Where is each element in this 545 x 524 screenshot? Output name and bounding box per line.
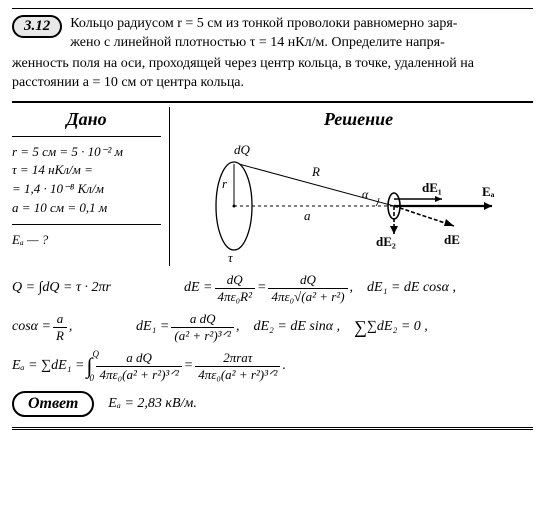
Ea-label: Eₐ xyxy=(482,184,495,199)
answer-row: Ответ Eₐ = 2,83 кВ/м. xyxy=(12,391,533,417)
diagram-svg: dQ r R α a τ dE₁ dE₂ dE Eₐ xyxy=(184,136,514,266)
frac-Ea2-den: 4πε₀(a² + r²)³ᐟ² xyxy=(195,366,280,383)
given-title-rule xyxy=(12,136,161,137)
answer-value: Eₐ = 2,83 кВ/м. xyxy=(108,396,197,412)
problem-line4: расстоянии a = 10 см от центра кольца. xyxy=(12,74,533,93)
alpha-label: α xyxy=(362,187,369,201)
solution-column: Решение xyxy=(170,107,533,266)
frac-dE2: dQ 4πε₀√(a² + r²) xyxy=(268,272,347,305)
section-separator xyxy=(12,101,533,103)
problem-number-badge: 3.12 xyxy=(12,15,62,38)
eq-cos: cosα = a R , xyxy=(12,311,122,344)
frac-dE1: dQ 4πε₀R² xyxy=(215,272,256,305)
eq-Ea-lhs: Eₐ = ∑dE₁ = xyxy=(12,358,84,374)
problem-line3: женность поля на оси, проходящей через ц… xyxy=(12,55,533,74)
a-label: a xyxy=(304,208,311,223)
top-rule xyxy=(12,8,533,9)
frac-cos: a R xyxy=(53,311,67,344)
frac-dE1b: a dQ (a² + r²)³ᐟ² xyxy=(171,311,234,344)
frac-Ea2: 2πraτ 4πε₀(a² + r²)³ᐟ² xyxy=(195,350,280,383)
problem-line1: Кольцо радиусом r = 5 см из тонкой прово… xyxy=(70,15,457,34)
frac-cos-num: a xyxy=(54,311,67,327)
problem-line2: жено с линейной плотностью τ = 14 нКл/м.… xyxy=(70,34,457,53)
diagram: dQ r R α a τ dE₁ dE₂ dE Eₐ xyxy=(184,136,533,266)
eq-sumdE2-text: ∑dE₂ = 0 , xyxy=(353,319,428,335)
r-label: r xyxy=(222,176,228,191)
problem-block: 3.12 Кольцо радиусом r = 5 см из тонкой … xyxy=(12,15,533,53)
frac-dE1-den: 4πε₀R² xyxy=(215,288,256,305)
dE-arrowhead xyxy=(444,219,454,226)
Ea-arrowhead xyxy=(484,202,492,210)
integral-icon: ∫0Q xyxy=(86,353,92,379)
columns: Дано r = 5 см = 5 · 10⁻² м τ = 14 нКл/м … xyxy=(12,107,533,266)
frac-dE2-den: 4πε₀√(a² + r²) xyxy=(268,288,347,305)
given-l4: a = 10 см = 0,1 м xyxy=(12,199,161,218)
given-find: Eₐ — ? xyxy=(12,231,161,250)
problem-text-head: Кольцо радиусом r = 5 см из тонкой прово… xyxy=(70,15,457,53)
given-column: Дано r = 5 см = 5 · 10⁻² м τ = 14 нКл/м … xyxy=(12,107,170,266)
eq-sumdE2: ∑∑dE₂ = 0 , xyxy=(354,317,428,338)
dE2-arrowhead xyxy=(390,226,398,234)
frac-cos-den: R xyxy=(53,327,67,344)
eq-cos-lhs: cosα = xyxy=(12,319,51,335)
frac-dE1b-den: (a² + r²)³ᐟ² xyxy=(171,327,234,344)
eq-row-1: Q = ∫dQ = τ · 2πr dE = dQ 4πε₀R² = dQ 4π… xyxy=(12,272,533,305)
eq-dE1b: dE₁ = a dQ (a² + r²)³ᐟ² , xyxy=(136,311,239,344)
dE-label: dE xyxy=(444,232,460,247)
frac-dE2-num: dQ xyxy=(297,272,319,288)
frac-Ea1: a dQ 4πε₀(a² + r²)³ᐟ² xyxy=(96,350,181,383)
given-l1: r = 5 см = 5 · 10⁻² м xyxy=(12,143,161,162)
answer-badge: Ответ xyxy=(12,391,94,417)
eq-row-2: cosα = a R , dE₁ = a dQ (a² + r²)³ᐟ² , d… xyxy=(12,311,533,344)
bottom-rule xyxy=(12,427,533,430)
eq-dE1: dE₁ = dE cosα , xyxy=(367,280,456,296)
eq-Q: Q = ∫dQ = τ · 2πr xyxy=(12,280,170,296)
solution-title: Решение xyxy=(184,109,533,130)
frac-Ea2-num: 2πraτ xyxy=(220,350,255,366)
dE2-label: dE₂ xyxy=(376,234,396,249)
R-label: R xyxy=(311,164,320,179)
dQ-label: dQ xyxy=(234,142,251,157)
given-l2: τ = 14 нКл/м = xyxy=(12,161,161,180)
eq-row-3: Eₐ = ∑dE₁ = ∫0Q a dQ 4πε₀(a² + r²)³ᐟ² = … xyxy=(12,350,533,383)
given-divider xyxy=(12,224,161,225)
given-title: Дано xyxy=(12,109,161,130)
eq-dE2: dE₂ = dE sinα , xyxy=(253,319,340,335)
eq-dE-lhs: dE = xyxy=(184,280,213,296)
frac-Ea1-den: 4πε₀(a² + r²)³ᐟ² xyxy=(96,366,181,383)
eq-Ea: Eₐ = ∑dE₁ = ∫0Q a dQ 4πε₀(a² + r²)³ᐟ² = … xyxy=(12,350,286,383)
eq-dE1b-lhs: dE₁ = xyxy=(136,319,169,335)
frac-dE1b-num: a dQ xyxy=(187,311,219,327)
tau-label: τ xyxy=(228,250,234,265)
eq-dE: dE = dQ 4πε₀R² = dQ 4πε₀√(a² + r²) , xyxy=(184,272,353,305)
frac-dE1-num: dQ xyxy=(224,272,246,288)
dE1-arrowhead xyxy=(435,196,442,202)
frac-Ea1-num: a dQ xyxy=(123,350,155,366)
dE1-label: dE₁ xyxy=(422,180,442,195)
given-l3: = 1,4 · 10⁻⁸ Кл/м xyxy=(12,180,161,199)
